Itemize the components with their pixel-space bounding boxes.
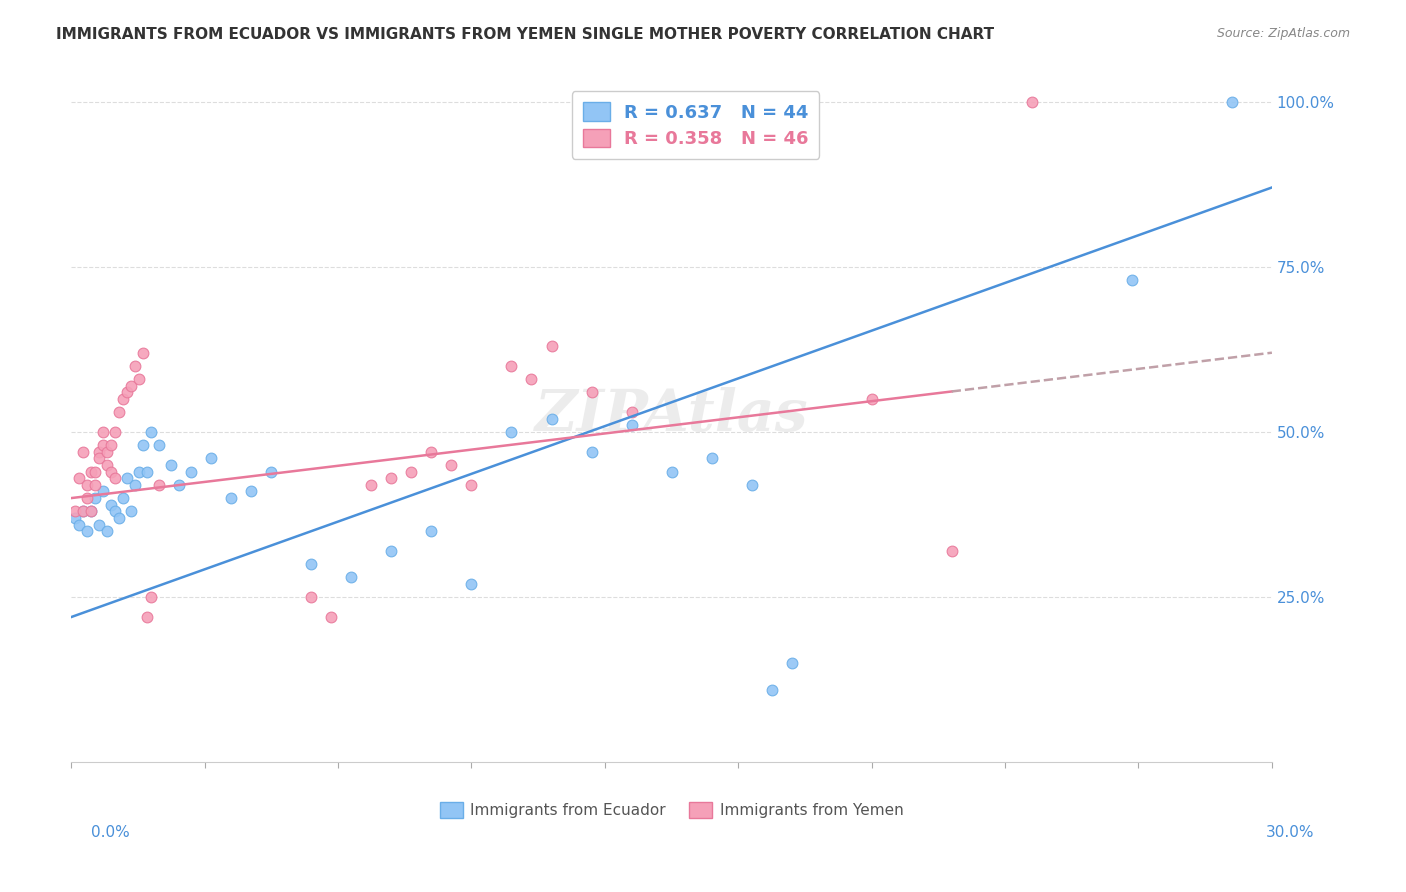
Point (420, 524, 443, 538)
Point (112, 392, 135, 406)
Point (260, 465, 283, 479)
Point (221, 491, 243, 505)
Point (700, 451, 723, 466)
Point (620, 418, 643, 433)
Point (104, 471, 127, 485)
Legend: Immigrants from Ecuador, Immigrants from Yemen: Immigrants from Ecuador, Immigrants from… (434, 796, 910, 824)
Point (72, 504, 94, 518)
Point (65, 504, 87, 518)
Point (148, 478, 170, 492)
Point (80, 465, 103, 479)
Point (380, 544, 402, 558)
Point (76, 491, 98, 505)
Point (200, 451, 222, 466)
Point (440, 458, 463, 472)
Point (136, 465, 159, 479)
Point (120, 504, 142, 518)
Point (501, 425, 523, 439)
Point (91, 484, 114, 499)
Point (321, 610, 343, 624)
Point (117, 471, 139, 485)
Point (84, 491, 107, 505)
Point (91, 438, 114, 452)
Point (741, 478, 763, 492)
Point (941, 544, 963, 558)
Point (132, 438, 155, 452)
Point (360, 478, 382, 492)
Text: 30.0%: 30.0% (1267, 825, 1315, 840)
Point (104, 425, 127, 439)
Point (89, 517, 111, 532)
Point (76, 478, 98, 492)
Point (761, 682, 783, 697)
Point (120, 378, 142, 392)
Point (540, 411, 562, 425)
Point (240, 484, 263, 499)
Point (860, 392, 883, 406)
Point (661, 465, 683, 479)
Point (89, 451, 111, 466)
Point (72, 504, 94, 518)
Point (100, 438, 122, 452)
Text: IMMIGRANTS FROM ECUADOR VS IMMIGRANTS FROM YEMEN SINGLE MOTHER POVERTY CORRELATI: IMMIGRANTS FROM ECUADOR VS IMMIGRANTS FR… (56, 27, 994, 42)
Text: 0.0%: 0.0% (91, 825, 131, 840)
Point (100, 465, 122, 479)
Point (65, 511, 87, 525)
Point (124, 359, 146, 373)
Point (501, 359, 523, 373)
Point (420, 445, 443, 459)
Point (76, 524, 98, 538)
Point (141, 591, 163, 605)
Point (124, 478, 146, 492)
Point (136, 610, 159, 624)
Point (148, 438, 170, 452)
Point (100, 498, 122, 512)
Text: Source: ZipAtlas.com: Source: ZipAtlas.com (1216, 27, 1350, 40)
Point (108, 511, 131, 525)
Point (132, 345, 155, 359)
Point (340, 570, 363, 584)
Point (299, 591, 322, 605)
Point (780, 657, 803, 671)
Point (520, 372, 543, 386)
Point (84, 465, 107, 479)
Point (104, 504, 127, 518)
Point (67, 517, 90, 532)
Point (89, 445, 111, 459)
Point (72, 445, 94, 459)
Point (67, 471, 90, 485)
Point (80, 504, 103, 518)
Point (1121, 273, 1143, 287)
Point (141, 425, 163, 439)
Point (96, 524, 118, 538)
Point (620, 405, 643, 419)
Point (112, 491, 135, 505)
Point (460, 478, 482, 492)
Point (540, 339, 562, 353)
Point (460, 577, 482, 591)
Point (128, 465, 150, 479)
Point (84, 478, 107, 492)
Point (96, 445, 118, 459)
Point (117, 385, 139, 400)
Text: ZIPAtlas: ZIPAtlas (534, 387, 808, 443)
Point (1220, 95, 1243, 109)
Point (581, 445, 603, 459)
Point (128, 372, 150, 386)
Point (169, 478, 191, 492)
Point (160, 458, 183, 472)
Point (299, 557, 322, 571)
Point (1021, 95, 1043, 109)
Point (401, 465, 423, 479)
Point (80, 504, 103, 518)
Point (96, 458, 118, 472)
Point (180, 465, 202, 479)
Point (91, 425, 114, 439)
Point (380, 471, 402, 485)
Point (108, 405, 131, 419)
Point (581, 385, 603, 400)
